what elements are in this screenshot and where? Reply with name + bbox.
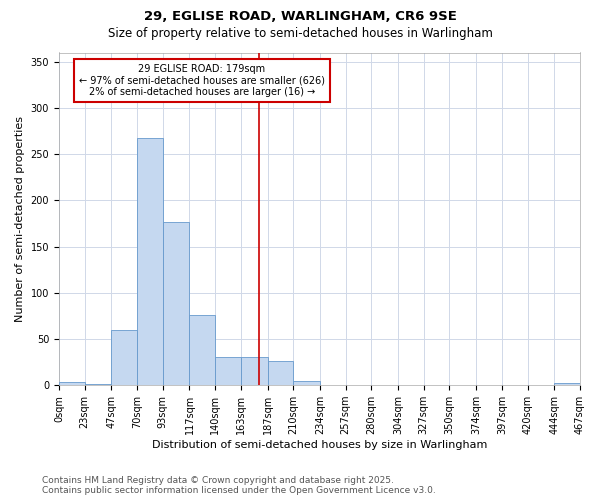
Bar — [137, 138, 163, 385]
Bar — [85, 384, 112, 385]
Text: Size of property relative to semi-detached houses in Warlingham: Size of property relative to semi-detach… — [107, 28, 493, 40]
Bar — [215, 356, 241, 385]
Bar — [241, 356, 268, 385]
X-axis label: Distribution of semi-detached houses by size in Warlingham: Distribution of semi-detached houses by … — [152, 440, 487, 450]
Bar — [554, 384, 580, 385]
Text: 29 EGLISE ROAD: 179sqm
← 97% of semi-detached houses are smaller (626)
2% of sem: 29 EGLISE ROAD: 179sqm ← 97% of semi-det… — [79, 64, 325, 97]
Text: 29, EGLISE ROAD, WARLINGHAM, CR6 9SE: 29, EGLISE ROAD, WARLINGHAM, CR6 9SE — [143, 10, 457, 23]
Bar — [59, 382, 85, 385]
Bar — [268, 361, 293, 385]
Bar — [190, 315, 215, 385]
Bar — [112, 330, 137, 385]
Bar — [293, 380, 320, 385]
Bar — [163, 222, 190, 385]
Text: Contains HM Land Registry data © Crown copyright and database right 2025.
Contai: Contains HM Land Registry data © Crown c… — [42, 476, 436, 495]
Y-axis label: Number of semi-detached properties: Number of semi-detached properties — [15, 116, 25, 322]
